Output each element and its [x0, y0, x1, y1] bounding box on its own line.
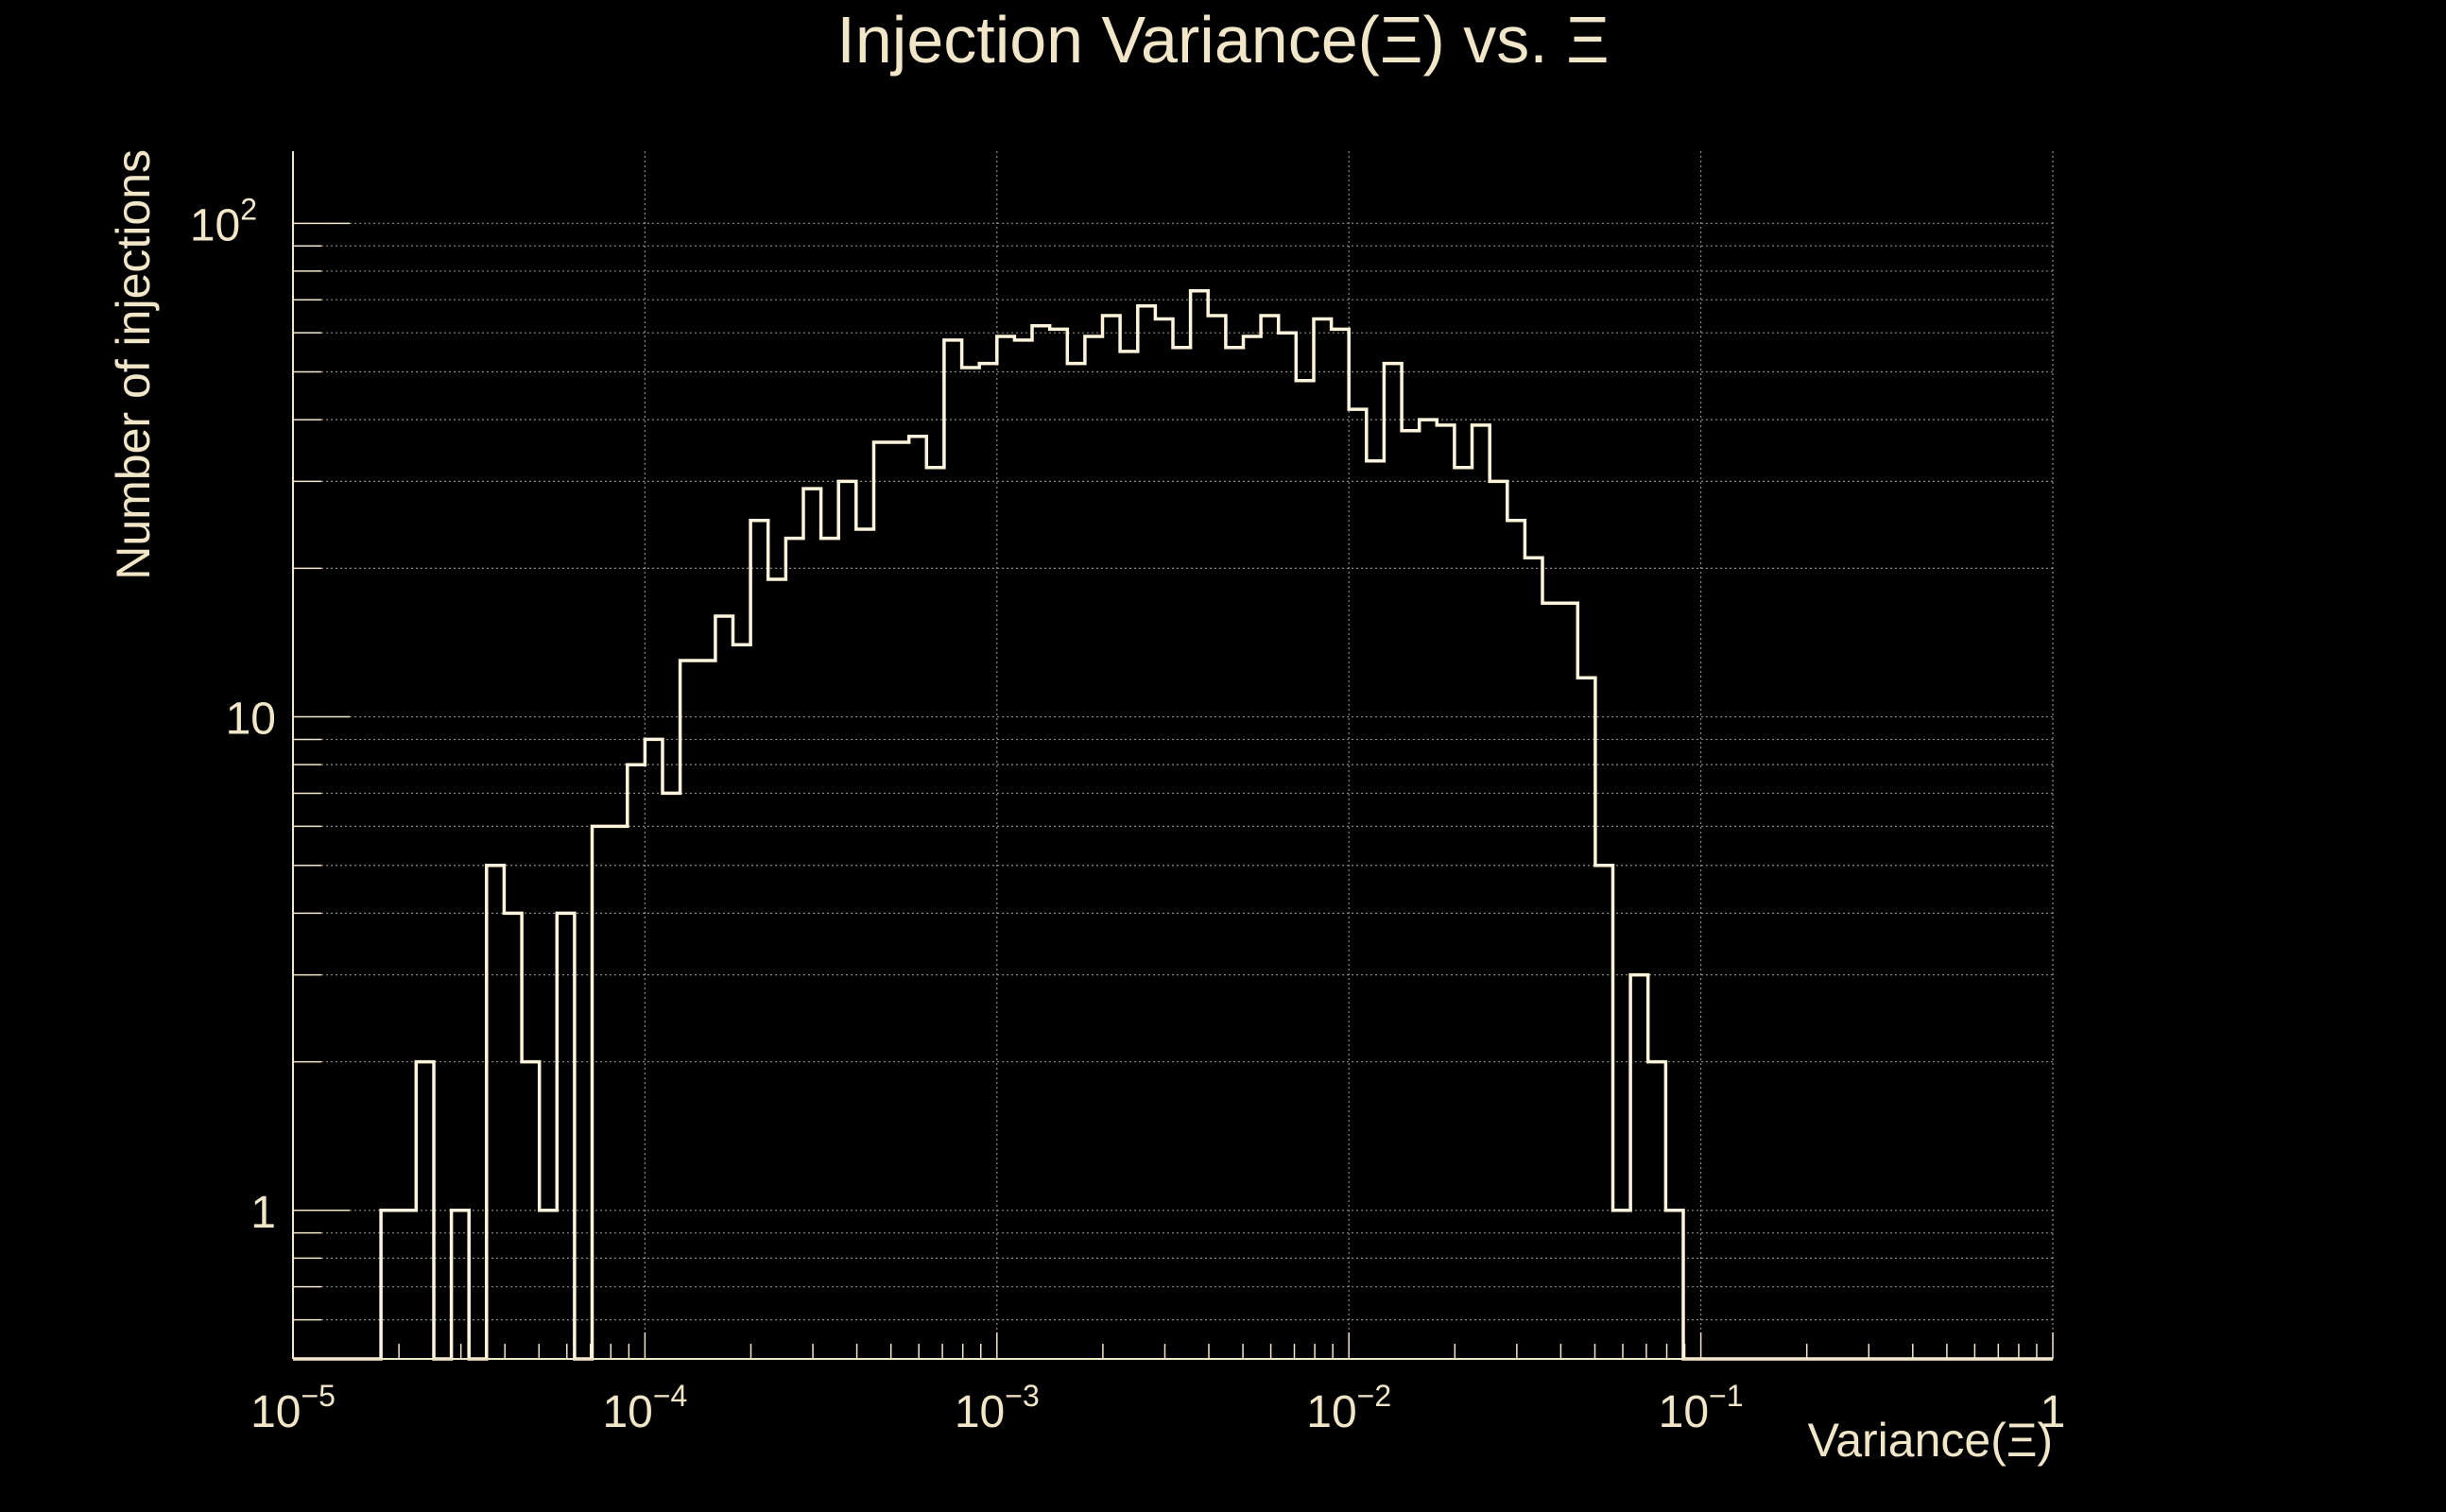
x-tick-label: 1 — [2041, 1387, 2066, 1437]
axes — [292, 151, 2054, 1360]
y-axis-label: Number of injections — [107, 149, 160, 580]
x-tick-label: 10−5 — [250, 1379, 336, 1437]
y-tick-label: 10 — [226, 695, 276, 745]
y-tick-label-base: 10 — [226, 695, 276, 745]
x-tick-label-base: 1 — [2041, 1387, 2066, 1437]
x-tick-label-exponent: −4 — [653, 1379, 687, 1413]
x-tick-label-exponent: −2 — [1357, 1379, 1391, 1413]
x-axis-label: Variance(Ξ) — [1808, 1414, 2053, 1467]
x-tick-label-base: 10 — [1659, 1387, 1709, 1437]
grid — [292, 151, 2054, 1360]
x-tick-label-base: 10 — [602, 1387, 652, 1437]
x-tick-label-base: 10 — [1306, 1387, 1356, 1437]
x-tick-label: 10−4 — [602, 1379, 687, 1437]
x-tick-label-base: 10 — [955, 1387, 1005, 1437]
y-tick-label: 1 — [250, 1188, 276, 1238]
x-tick-label-exponent: −3 — [1005, 1379, 1039, 1413]
chart-title: Injection Variance(Ξ) vs. Ξ — [836, 3, 1609, 77]
x-tick-label-base: 10 — [250, 1387, 301, 1437]
x-tick-label: 10−2 — [1306, 1379, 1391, 1437]
y-tick-label-exponent: 2 — [240, 192, 257, 226]
x-tick-label-exponent: −5 — [301, 1379, 335, 1413]
y-tick-label: 102 — [190, 192, 257, 250]
x-tick-labels: 10−5 10−4 10−3 10−2 10−1 1 — [250, 1379, 2065, 1437]
histogram-series — [293, 288, 2053, 1361]
x-tick-label-exponent: −1 — [1709, 1379, 1743, 1413]
y-tick-label-base: 10 — [190, 200, 240, 250]
y-tick-label-base: 1 — [250, 1188, 276, 1238]
x-tick-label: 10−1 — [1659, 1379, 1744, 1437]
minor-ticks — [293, 222, 2038, 1360]
x-tick-label: 10−3 — [955, 1379, 1040, 1437]
